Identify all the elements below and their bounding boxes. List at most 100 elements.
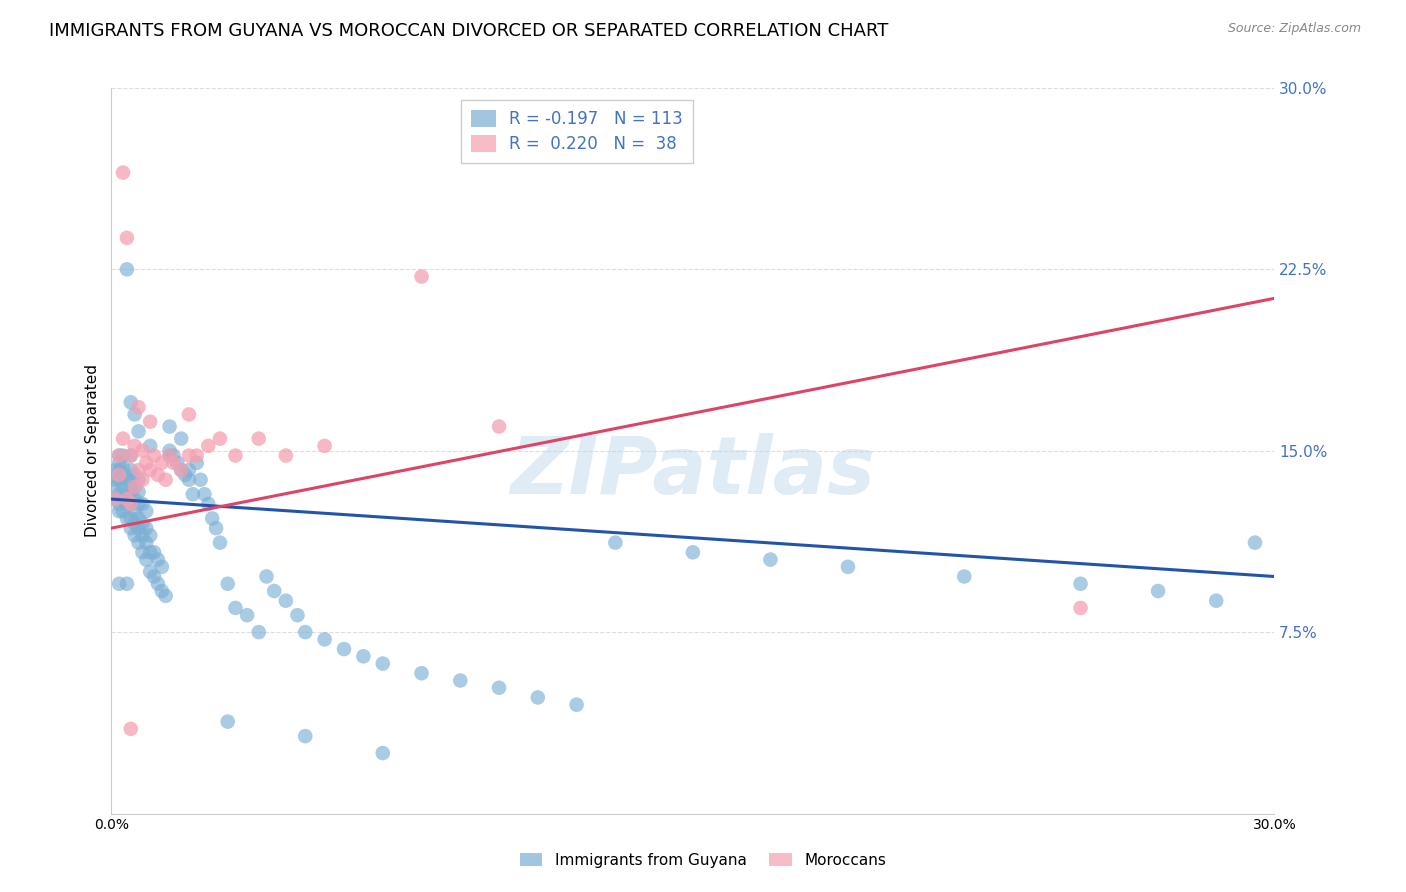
Point <box>186 456 208 470</box>
Point <box>166 456 188 470</box>
Point <box>128 473 150 487</box>
Point <box>128 484 150 499</box>
Point <box>177 449 200 463</box>
Point <box>139 528 162 542</box>
Point <box>108 504 131 518</box>
Point <box>108 449 131 463</box>
Point <box>190 473 212 487</box>
Point <box>170 463 193 477</box>
Point <box>120 463 142 477</box>
Point <box>135 456 157 470</box>
Point <box>115 484 138 499</box>
Point <box>115 492 138 507</box>
Point <box>128 425 150 439</box>
Point <box>197 439 219 453</box>
Point <box>449 673 471 688</box>
Point <box>131 443 153 458</box>
Point <box>115 576 138 591</box>
Point <box>208 535 231 549</box>
Point <box>108 576 131 591</box>
Point <box>124 492 146 507</box>
Point <box>139 463 162 477</box>
Text: ZIPatlas: ZIPatlas <box>510 434 876 511</box>
Point <box>108 497 131 511</box>
Point <box>294 729 316 743</box>
Point <box>314 632 336 647</box>
Point <box>120 449 142 463</box>
Point <box>224 601 246 615</box>
Point <box>146 552 169 566</box>
Point <box>124 480 146 494</box>
Point <box>120 449 142 463</box>
Point <box>120 497 142 511</box>
Point <box>411 269 433 284</box>
Point <box>150 456 173 470</box>
Point <box>155 473 177 487</box>
Point <box>287 608 309 623</box>
Point <box>131 545 153 559</box>
Point <box>1070 576 1092 591</box>
Point <box>131 497 153 511</box>
Point <box>128 511 150 525</box>
Point <box>108 463 131 477</box>
Point <box>177 408 200 422</box>
Point <box>155 589 177 603</box>
Point <box>333 642 356 657</box>
Point <box>115 497 138 511</box>
Point <box>112 504 135 518</box>
Point <box>217 576 239 591</box>
Point <box>120 521 142 535</box>
Point <box>159 449 181 463</box>
Point <box>135 535 157 549</box>
Point <box>112 480 135 494</box>
Point <box>162 456 184 470</box>
Point <box>139 439 162 453</box>
Point <box>120 484 142 499</box>
Point <box>108 487 131 501</box>
Point <box>527 690 550 705</box>
Point <box>104 492 127 507</box>
Text: Source: ZipAtlas.com: Source: ZipAtlas.com <box>1227 22 1361 36</box>
Point <box>247 432 270 446</box>
Point <box>115 473 138 487</box>
Point <box>488 419 510 434</box>
Point <box>217 714 239 729</box>
Point <box>174 467 197 482</box>
Point <box>263 584 285 599</box>
Point <box>411 666 433 681</box>
Point <box>682 545 704 559</box>
Point <box>108 456 131 470</box>
Point <box>201 511 224 525</box>
Point <box>274 593 297 607</box>
Point <box>159 419 181 434</box>
Point <box>128 463 150 477</box>
Point <box>128 400 150 414</box>
Point <box>1147 584 1170 599</box>
Point <box>371 746 394 760</box>
Point <box>236 608 259 623</box>
Point <box>208 432 231 446</box>
Point <box>124 516 146 531</box>
Point <box>352 649 374 664</box>
Point <box>488 681 510 695</box>
Point <box>159 443 181 458</box>
Point <box>115 511 138 525</box>
Point <box>124 528 146 542</box>
Point <box>162 449 184 463</box>
Point <box>108 449 131 463</box>
Point <box>131 516 153 531</box>
Point <box>146 576 169 591</box>
Point <box>112 467 135 482</box>
Point <box>128 497 150 511</box>
Point <box>112 460 135 475</box>
Point <box>177 473 200 487</box>
Point <box>193 487 215 501</box>
Point <box>131 528 153 542</box>
Point <box>115 231 138 245</box>
Point <box>135 552 157 566</box>
Point <box>605 535 627 549</box>
Point <box>108 467 131 482</box>
Point <box>1205 593 1227 607</box>
Point <box>128 535 150 549</box>
Point <box>953 569 976 583</box>
